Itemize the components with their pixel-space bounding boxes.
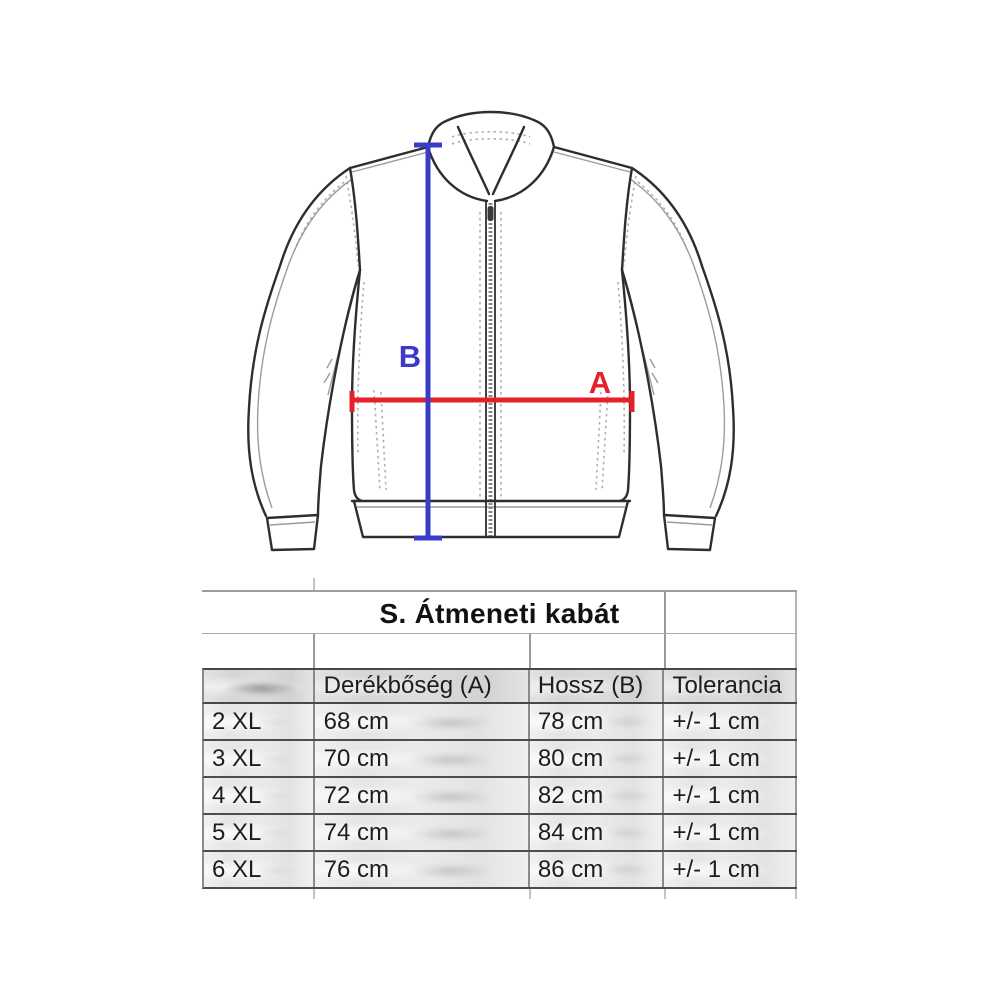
blur-smudge [599,864,652,876]
tolerance-cell: +/- 1 cm [664,778,798,813]
blur-smudge [406,716,493,730]
length-cell: 84 cm [530,815,665,850]
length-cap-top [414,142,442,148]
length-cell: 78 cm [530,704,665,739]
header-waist: Derékbőség (A) [315,670,530,702]
body-side-left [350,268,364,503]
length-label: B [399,339,421,374]
body-side-right [618,268,632,503]
waist-cell: 74 cm [315,815,530,850]
cuff-right [662,513,717,552]
collar-v-right [491,125,526,196]
blur-smudge [256,717,302,728]
blur-smudge [599,716,652,728]
width-line [352,397,632,403]
length-cell: 86 cm [530,852,665,887]
grid-line [313,634,315,668]
zipper-pull [487,206,494,221]
size-table: S. Átmeneti kabát Derékbőség (A) Hossz (… [202,578,798,899]
header-tolerance: Tolerancia [664,670,798,702]
blur-smudge [406,827,493,841]
header-size [204,670,315,702]
waist-cell: 70 cm [315,741,530,776]
length-cell: 82 cm [530,778,665,813]
collar-bottom-left [426,145,489,203]
collar-outline [426,110,556,149]
grid-line [529,634,531,668]
shoulder-right [552,145,634,170]
sleeve-inner-right [620,268,666,517]
jacket-outline [247,110,735,552]
sleeve-outer-left [247,166,352,518]
width-measure: A [349,365,635,412]
jacket-diagram: A B [247,110,735,552]
blur-smudge [256,754,302,765]
stitch-lines [294,131,688,498]
table-row: 6 XL 76 cm 86 cm +/- 1 cm [202,852,798,889]
waist-cell: 72 cm [315,778,530,813]
tolerance-cell: +/- 1 cm [664,815,798,850]
header-length: Hossz (B) [530,670,665,702]
waistband [352,499,630,539]
grid-stub [795,889,797,899]
size-cell: 2 XL [204,704,315,739]
size-cell: 5 XL [204,815,315,850]
tolerance-cell: +/- 1 cm [664,741,798,776]
width-cap-left [349,391,355,412]
width-cap-right [629,391,635,412]
grid-line [795,634,797,668]
collar-bottom-right [493,145,556,203]
cuff-left [265,513,320,552]
tolerance-cell: +/- 1 cm [664,704,798,739]
collar-v-left [456,125,491,196]
shoulder-left [348,145,430,170]
size-cell: 6 XL [204,852,315,887]
grid-line [795,592,797,633]
blur-smudge [599,790,652,802]
length-line [425,145,431,538]
blur-smudge [256,865,302,876]
grid-line [664,592,666,633]
size-cell: 3 XL [204,741,315,776]
tolerance-cell: +/- 1 cm [664,852,798,887]
table-spacer-row [202,634,797,668]
table-row: 2 XL 68 cm 78 cm +/- 1 cm [202,704,798,741]
grid-line [664,634,666,668]
blur-smudge [599,753,652,765]
length-cap-bottom [414,535,442,541]
armhole-right [620,166,634,272]
table-row: 5 XL 74 cm 84 cm +/- 1 cm [202,815,798,852]
blur-smudge [222,681,300,696]
table-row: 3 XL 70 cm 80 cm +/- 1 cm [202,741,798,778]
table-title: S. Átmeneti kabát [379,598,620,629]
table-row: 4 XL 72 cm 82 cm +/- 1 cm [202,778,798,815]
grid-stub [664,889,666,899]
grid-stub [313,578,315,590]
grid-stub [313,889,315,899]
armhole-left [348,166,362,272]
grid-stub [529,889,531,899]
table-title-row: S. Átmeneti kabát [202,590,797,634]
blur-smudge [406,864,493,878]
width-label: A [589,365,611,400]
table-header-row: Derékbőség (A) Hossz (B) Tolerancia [202,668,798,704]
blur-smudge [599,827,652,839]
blur-smudge [406,753,493,767]
waist-cell: 76 cm [315,852,530,887]
length-measure: B [399,142,442,541]
blur-smudge [406,790,493,804]
sleeve-inner-left [316,268,362,517]
blur-smudge [256,828,302,839]
length-cell: 80 cm [530,741,665,776]
size-cell: 4 XL [204,778,315,813]
sleeve-outer-right [630,166,735,518]
waist-cell: 68 cm [315,704,530,739]
blur-smudge [256,791,302,802]
